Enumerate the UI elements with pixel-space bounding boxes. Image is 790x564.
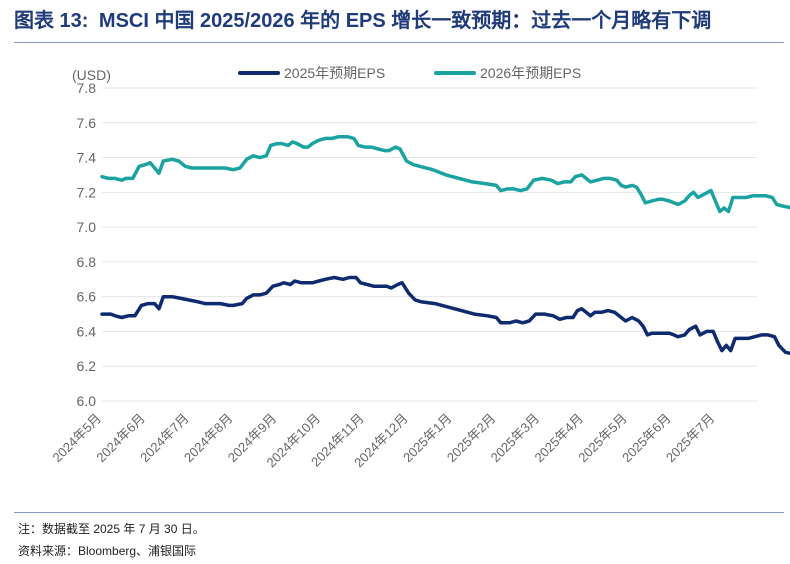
y-tick-label: 6.8 [77, 254, 97, 270]
y-tick-label: 7.4 [77, 150, 97, 166]
header-divider [14, 42, 784, 43]
y-tick-label: 6.2 [77, 358, 97, 374]
y-axis-label: (USD) [72, 67, 111, 83]
series-line-2026 [100, 134, 790, 214]
y-tick-label: 7.0 [77, 219, 97, 235]
y-tick-label: 7.2 [77, 184, 97, 200]
data-note: 注：数据截至 2025 年 7 月 30 日。 [18, 522, 205, 536]
figure-title: MSCI 中国 2025/2026 年的 EPS 增长一致预期：过去一个月略有下… [98, 10, 712, 32]
y-tick-label: 6.6 [77, 289, 97, 305]
x-axis: 2024年5月2024年6月2024年7月2024年8月2024年9月2024年… [50, 411, 718, 471]
footer-divider [14, 512, 784, 513]
y-tick-label: 7.6 [77, 115, 97, 131]
y-tick-label: 6.4 [77, 323, 97, 339]
legend-label: 2026年预期EPS [480, 65, 581, 81]
figure-header: 图表 13: MSCI 中国 2025/2026 年的 EPS 增长一致预期：过… [14, 4, 784, 42]
legend-label: 2025年预期EPS [284, 65, 385, 81]
eps-line-chart: 6.0 6.2 6.4 6.6 6.8 7.0 7.2 7.4 7.6 7.8 (USD) 202… [50, 65, 790, 471]
series-lines [100, 134, 790, 356]
y-tick-label: 6.0 [77, 393, 97, 409]
y-tick-label: 7.8 [77, 80, 97, 96]
data-source: 资料来源：Bloomberg、浦银国际 [18, 544, 197, 558]
y-axis: 6.0 6.2 6.4 6.6 6.8 7.0 7.2 7.4 7.6 7.8 [77, 80, 97, 409]
figure-label: 图表 13: [14, 10, 89, 32]
series-line-2025 [100, 275, 790, 356]
legend: 2025年预期EPS 2026年预期EPS [238, 65, 581, 81]
y-gridlines [102, 87, 757, 402]
